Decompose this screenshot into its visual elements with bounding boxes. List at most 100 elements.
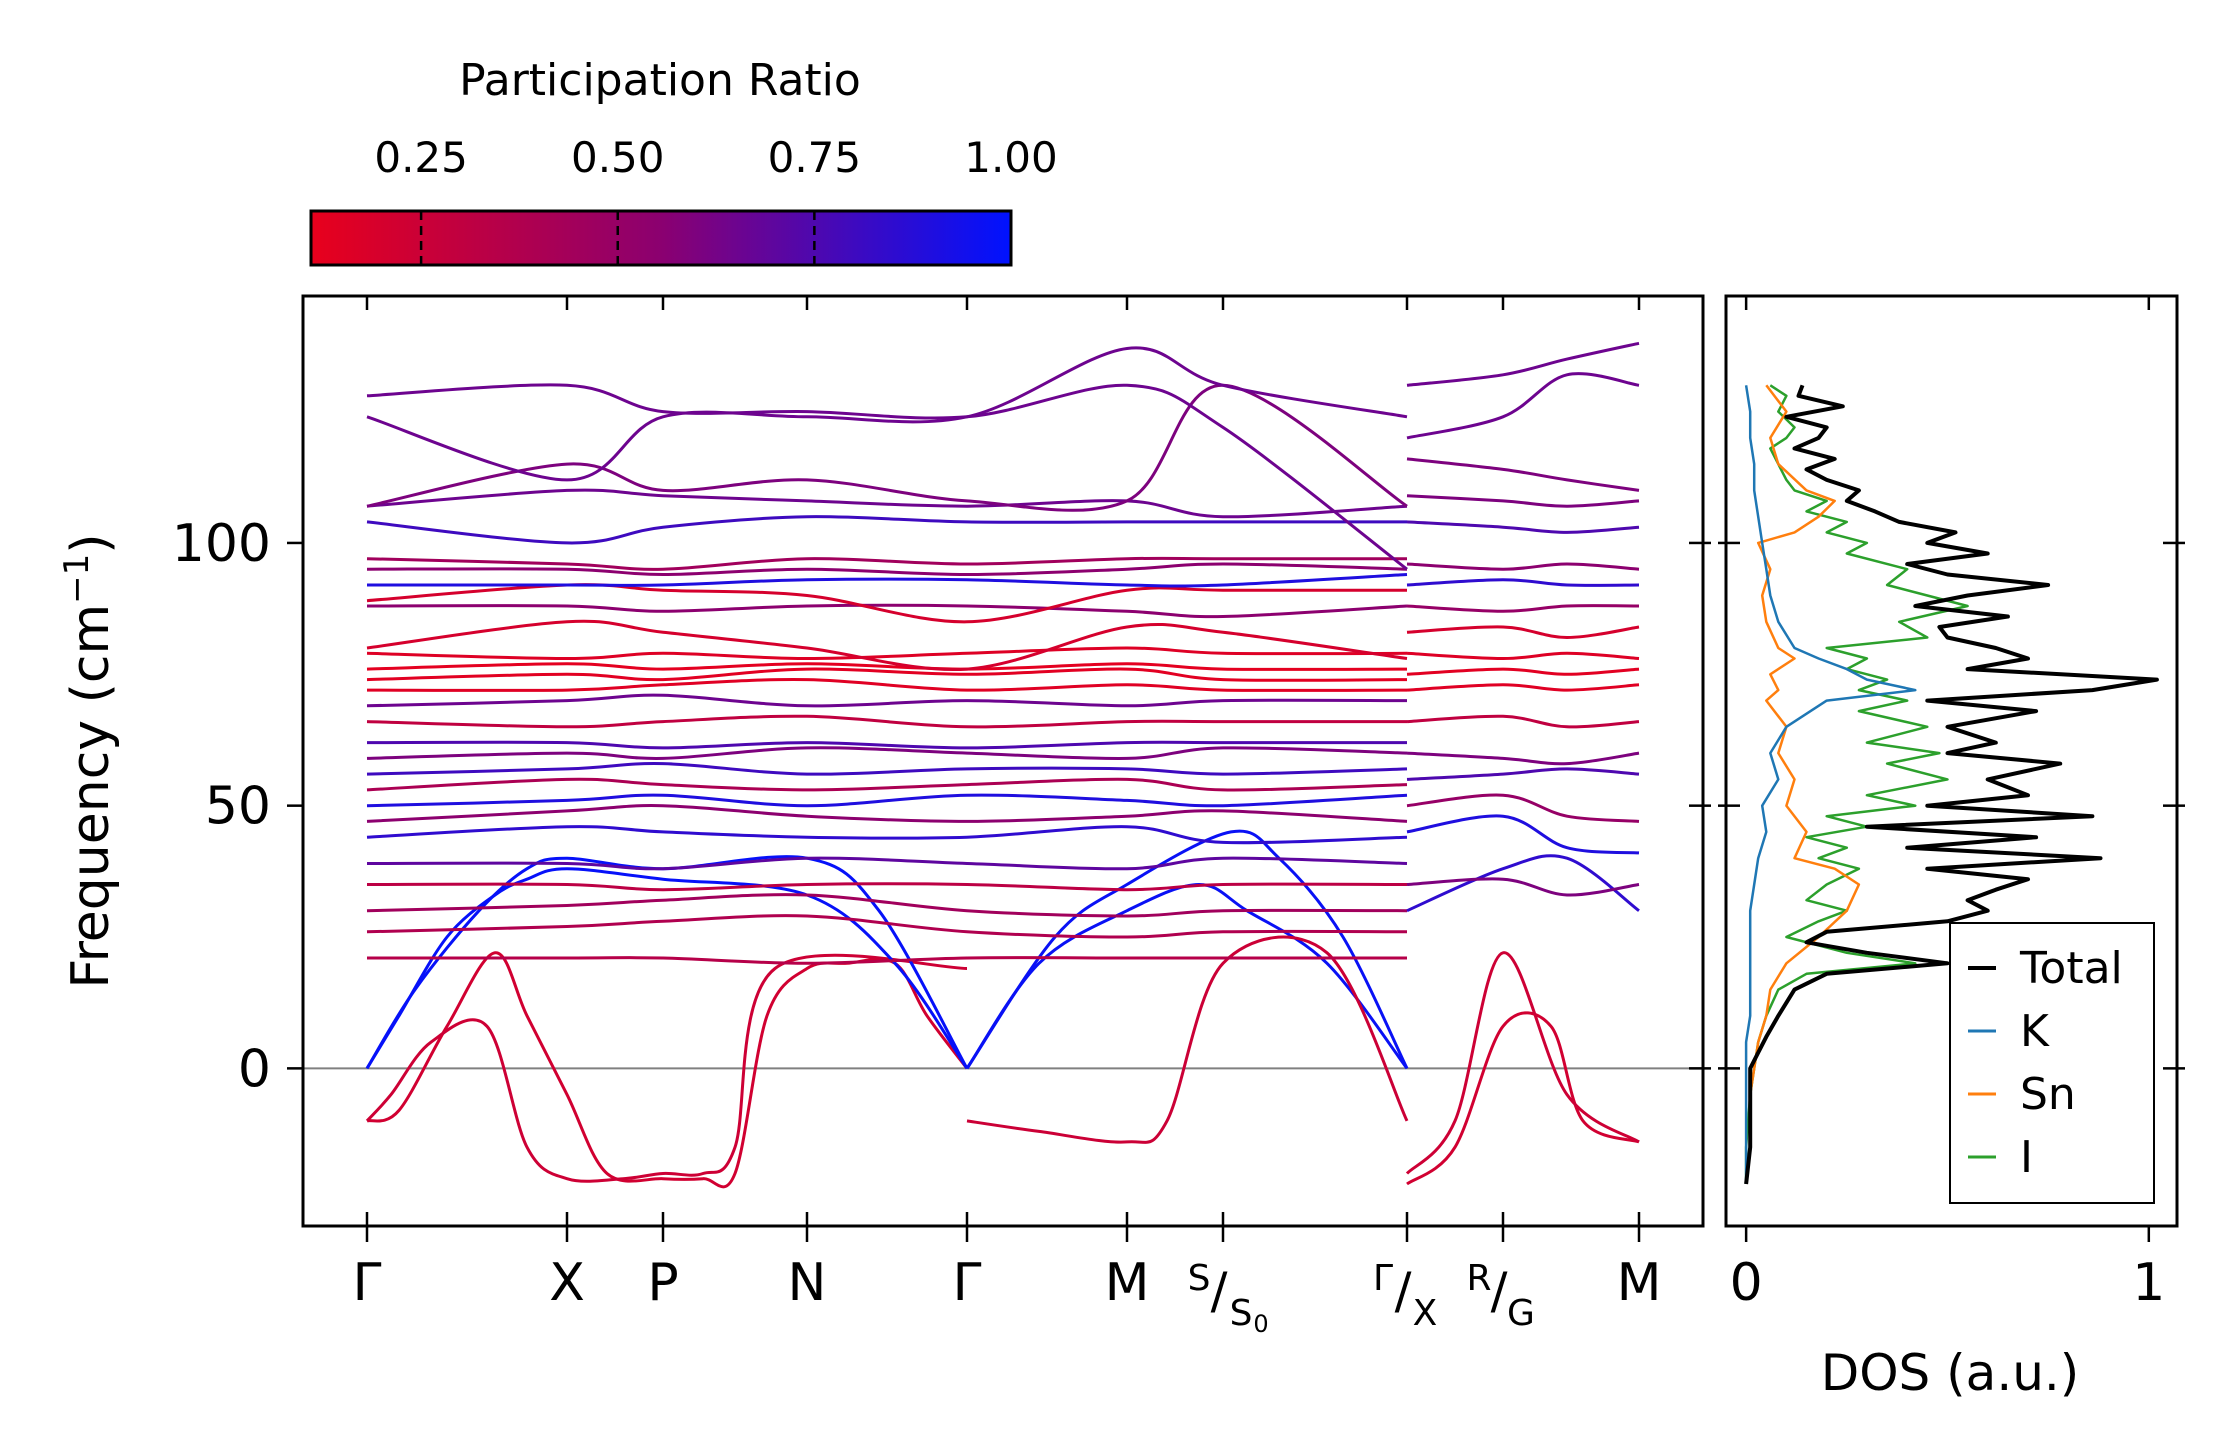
band-r-band-l xyxy=(1406,604,1640,613)
band-band-95 xyxy=(366,562,1408,577)
dos-plot-frame xyxy=(1724,294,2179,1228)
colorbar-tick-label: 0.25 xyxy=(374,133,468,182)
y-axis-ticks: 0 50 100 xyxy=(172,514,1711,1099)
y-tick-label: 50 xyxy=(205,777,271,837)
band-band-107 xyxy=(366,488,1408,519)
band-band-59 xyxy=(366,746,1408,760)
band-band-50 xyxy=(366,793,1408,808)
band-r-band-n xyxy=(1406,562,1640,571)
band-r-band-g xyxy=(1406,714,1640,729)
x-tick-label-sub: S xyxy=(1230,1293,1253,1334)
x-tick-label-composite: R / G xyxy=(1466,1258,1534,1334)
band-band-65 xyxy=(366,714,1407,729)
band-r-band-h xyxy=(1406,683,1640,692)
x-tick-label-subsub: 0 xyxy=(1253,1310,1268,1338)
dos-legend: Total K Sn I xyxy=(1949,922,2155,1204)
x-tick-label-sub: X xyxy=(1413,1293,1438,1334)
band-r-band-c xyxy=(1406,814,1640,855)
band-acoustic-soft-1 xyxy=(366,951,969,1189)
band-plot-frame xyxy=(301,294,1705,1228)
x-tick-label-slash: / xyxy=(1395,1262,1412,1320)
x-tick-label-sup: R xyxy=(1466,1258,1491,1299)
x-tick-label-slash: / xyxy=(1491,1262,1508,1320)
dos-x-tick-label: 0 xyxy=(1730,1253,1763,1313)
phonon-bands xyxy=(365,341,1640,1189)
band-band-128 xyxy=(366,383,1408,571)
x-tick-label-sup: S xyxy=(1188,1258,1211,1299)
x-tick-label: M xyxy=(1617,1253,1662,1313)
band-r-band-e xyxy=(1406,767,1640,781)
band-soft-2 xyxy=(365,953,968,1183)
dos-y-ticks xyxy=(1718,541,2185,1070)
colorbar-ticks xyxy=(419,211,816,265)
x-tick-label-slash: / xyxy=(1211,1262,1228,1320)
band-soft-gm xyxy=(966,935,1409,1144)
dos-curve-k xyxy=(1744,385,1917,1184)
colorbar-tick-label: 0.50 xyxy=(571,133,665,182)
band-band-83 xyxy=(366,619,1408,672)
band-band-30 xyxy=(366,893,1408,918)
band-r-soft-1 xyxy=(1406,1011,1640,1186)
band-r-band-j xyxy=(1406,651,1640,661)
band-band-72 xyxy=(366,677,1408,692)
band-band-104 xyxy=(366,515,1407,545)
x-tick-label: Γ xyxy=(353,1253,382,1313)
x-tick-label: Γ xyxy=(953,1253,982,1313)
colorbar-gradient xyxy=(309,209,1013,267)
band-band-39 xyxy=(366,856,1408,871)
band-band-74 xyxy=(366,667,1408,682)
band-band-93 xyxy=(367,573,1408,588)
band-band-47 xyxy=(366,804,1408,823)
x-tick-label-sup: Γ xyxy=(1373,1258,1393,1299)
band-r-band-p xyxy=(1406,494,1640,508)
band-band-21 xyxy=(366,956,1407,965)
band-band-35 xyxy=(366,882,1408,892)
band-r-soft-2 xyxy=(1405,951,1640,1175)
band-r-band-q xyxy=(1406,457,1640,492)
band-r-band-o xyxy=(1406,520,1640,534)
dos-curve-total xyxy=(1744,384,2159,1185)
band-acoustic-1 xyxy=(365,867,969,1070)
dos-x-tick-label: 1 xyxy=(2132,1253,2165,1313)
x-tick-label: X xyxy=(549,1253,585,1313)
x-tick-label-sub: G xyxy=(1507,1293,1535,1334)
band-r-band-d xyxy=(1406,793,1640,823)
band-r-band-k xyxy=(1406,625,1640,640)
band-r-band-b xyxy=(1406,877,1640,897)
dos-x-axis-label: DOS (a.u.) xyxy=(1821,1344,2080,1402)
band-band-76 xyxy=(366,662,1408,671)
x-tick-label-composite: S / S 0 xyxy=(1188,1258,1269,1338)
legend-label-total: Total xyxy=(2019,943,2123,994)
dos-curve-sn xyxy=(1744,384,1861,1185)
dos-curves xyxy=(1744,384,2159,1185)
colorbar-tick-label: 0.75 xyxy=(768,133,862,182)
band-band-124 xyxy=(366,346,1408,482)
colorbar: Participation Ratio 0.25 0.50 0.75 1.00 xyxy=(309,55,1058,267)
band-r-band-r xyxy=(1406,372,1640,440)
band-band-79 xyxy=(366,646,1408,661)
band-band-44 xyxy=(366,825,1408,845)
band-r-band-s xyxy=(1406,341,1640,387)
band-band-53 xyxy=(366,777,1408,792)
colorbar-tick-labels: 0.25 0.50 0.75 1.00 xyxy=(374,133,1057,182)
legend-label-i: I xyxy=(2020,1132,2033,1183)
x-tick-label: P xyxy=(647,1253,678,1313)
colorbar-title: Participation Ratio xyxy=(459,55,861,106)
band-band-56 xyxy=(366,762,1408,776)
band-band-88 xyxy=(366,603,1408,619)
y-axis-label: Frequency (cm−1) xyxy=(57,533,121,988)
band-acoustic-2 xyxy=(365,855,969,1070)
y-tick-label: 0 xyxy=(238,1039,271,1099)
band-band-62 xyxy=(366,740,1407,750)
band-r-band-m xyxy=(1406,578,1640,587)
colorbar-tick-label: 1.00 xyxy=(964,133,1058,182)
band-acoustic-4 xyxy=(965,829,1409,1070)
y-tick-label: 100 xyxy=(172,514,271,574)
dos-curve-i xyxy=(1744,384,1969,1184)
x-tick-label: M xyxy=(1105,1253,1150,1313)
band-r-band-a xyxy=(1406,854,1640,913)
legend-label-sn: Sn xyxy=(2020,1069,2076,1120)
